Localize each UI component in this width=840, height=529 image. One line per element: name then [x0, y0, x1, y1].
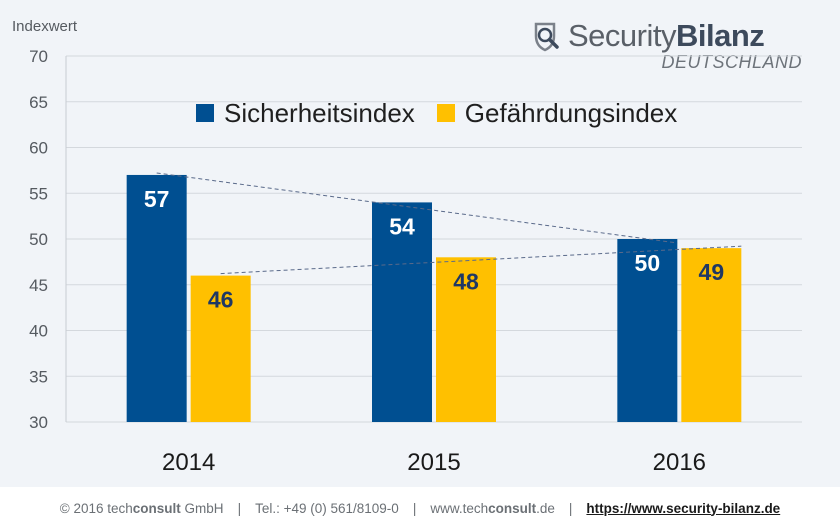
trendline — [220, 245, 742, 275]
y-tick-label: 55 — [29, 184, 48, 203]
logo-subtitle: DEUTSCHLAND — [661, 52, 802, 72]
footer-separator: | — [412, 500, 417, 516]
bar-gefährdungsindex — [436, 257, 496, 422]
y-tick-label: 40 — [29, 322, 48, 341]
magnifier-shield-icon — [534, 22, 559, 52]
data-label: 50 — [635, 250, 661, 276]
y-tick-label: 50 — [29, 230, 48, 249]
footer-phone: Tel.: +49 (0) 561/8109-0 — [255, 500, 399, 516]
bar-gefährdungsindex — [190, 275, 251, 422]
footer-separator: | — [568, 500, 573, 516]
footer-separator: | — [237, 500, 242, 516]
data-label: 46 — [208, 287, 234, 313]
bar-sicherheitsindex — [372, 202, 432, 422]
footer-copyright: © 2016 techconsult GmbH — [59, 500, 224, 516]
y-tick-label: 60 — [29, 139, 48, 158]
legend-item-gefaehrdungsindex: Gefährdungsindex — [436, 97, 678, 129]
bar-gefährdungsindex — [681, 248, 742, 422]
bar-sicherheitsindex — [617, 239, 678, 422]
footer-website: www.techconsult.de — [430, 500, 555, 516]
legend-label: Sicherheitsindex — [224, 97, 415, 128]
data-label: 49 — [699, 259, 725, 285]
legend-item-sicherheitsindex: Sicherheitsindex — [196, 98, 415, 129]
legend-swatch-yellow — [436, 104, 455, 122]
x-tick-label: 2016 — [653, 449, 706, 476]
legend-swatch-blue — [196, 104, 214, 122]
data-label: 57 — [144, 186, 170, 212]
logo-brand: SecurityBilanz — [568, 18, 765, 53]
x-tick-label: 2015 — [407, 449, 460, 476]
x-tick-label: 2014 — [162, 449, 215, 476]
legend: Sicherheitsindex Gefährdungsindex — [196, 98, 699, 128]
bar-chart: 30 35 40 45 50 55 60 65 70 2014 2015 2016 57 54 50 46 48… — [29, 47, 802, 476]
y-axis-label: Indexwert — [12, 18, 78, 35]
y-tick-label: 30 — [29, 413, 48, 432]
y-tick-label: 45 — [29, 276, 48, 295]
data-label: 54 — [389, 213, 415, 239]
bar-sicherheitsindex — [126, 174, 187, 422]
footer-link[interactable]: https://www.security-bilanz.de — [586, 500, 781, 516]
trendline — [156, 172, 678, 244]
y-tick-label: 65 — [29, 93, 48, 112]
security-bilanz-logo: SecurityBilanz DEUTSCHLAND — [530, 18, 810, 74]
footer: © 2016 techconsult GmbH | Tel.: +49 (0) … — [0, 487, 840, 529]
legend-label: Gefährdungsindex — [464, 97, 678, 128]
data-label: 48 — [453, 268, 479, 294]
y-tick-label: 70 — [29, 47, 48, 66]
y-tick-label: 35 — [29, 367, 48, 386]
